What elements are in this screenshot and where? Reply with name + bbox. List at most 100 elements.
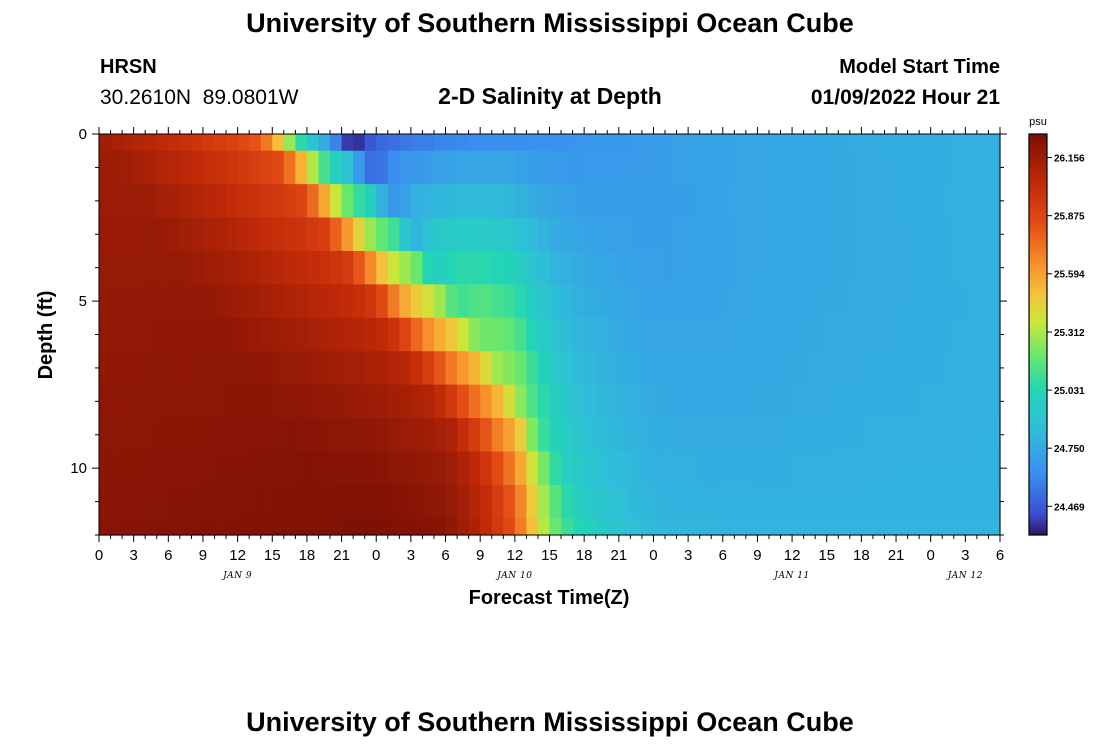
heatmap-cell <box>596 284 608 318</box>
heatmap-cell <box>977 485 989 519</box>
heatmap-cell <box>295 151 307 185</box>
heatmap-cell <box>353 485 365 519</box>
heatmap-cell <box>203 351 215 385</box>
heatmap-cell <box>168 284 180 318</box>
heatmap-cell <box>619 218 631 252</box>
heatmap-cell <box>700 451 712 485</box>
heatmap-cell <box>157 218 169 252</box>
heatmap-cell <box>261 151 273 185</box>
heatmap-cell <box>157 151 169 185</box>
heatmap-cell <box>469 318 481 352</box>
heatmap-cell <box>446 451 458 485</box>
heatmap-cell <box>122 184 134 218</box>
heatmap-cell <box>734 184 746 218</box>
heatmap-cell <box>215 418 227 452</box>
heatmap-cell <box>538 418 550 452</box>
heatmap-cell <box>815 318 827 352</box>
heatmap-cell <box>977 251 989 285</box>
heatmap-cell <box>861 151 873 185</box>
heatmap-cell <box>330 218 342 252</box>
heatmap-cell <box>249 418 261 452</box>
heatmap-cell <box>191 251 203 285</box>
heatmap-cell <box>203 251 215 285</box>
heatmap-cell <box>653 134 665 151</box>
heatmap-cell <box>665 284 677 318</box>
heatmap-cell <box>908 518 920 535</box>
heatmap-cell <box>203 318 215 352</box>
heatmap-cell <box>388 318 400 352</box>
heatmap-cell <box>850 318 862 352</box>
heatmap-cell <box>815 184 827 218</box>
heatmap-cell <box>203 151 215 185</box>
heatmap-cell <box>215 251 227 285</box>
heatmap-cell <box>665 418 677 452</box>
heatmap-cell <box>330 318 342 352</box>
heatmap-cell <box>700 151 712 185</box>
heatmap-cell <box>896 351 908 385</box>
heatmap-cell <box>515 151 527 185</box>
heatmap-cell <box>665 134 677 151</box>
x-tick-label: 18 <box>576 547 593 564</box>
heatmap-cell <box>515 184 527 218</box>
heatmap-cell <box>492 518 504 535</box>
heatmap-cell <box>295 518 307 535</box>
heatmap-cell <box>457 218 469 252</box>
heatmap-cell <box>804 184 816 218</box>
heatmap-cell <box>665 451 677 485</box>
heatmap-cell <box>318 485 330 519</box>
heatmap-cell <box>988 151 1000 185</box>
heatmap-cell <box>746 451 758 485</box>
heatmap-cell <box>965 284 977 318</box>
heatmap-cell <box>734 218 746 252</box>
heatmap-cell <box>700 418 712 452</box>
heatmap-cell <box>503 318 515 352</box>
heatmap-cell <box>769 151 781 185</box>
x-tick-label: 12 <box>507 547 524 564</box>
heatmap-cell <box>388 134 400 151</box>
heatmap-cell <box>422 485 434 519</box>
heatmap-cell <box>376 451 388 485</box>
heatmap-cell <box>180 184 192 218</box>
heatmap-cell <box>330 184 342 218</box>
heatmap-cell <box>145 318 157 352</box>
heatmap-cell <box>596 318 608 352</box>
heatmap-cell <box>942 451 954 485</box>
heatmap-cell <box>677 351 689 385</box>
heatmap-cell <box>365 451 377 485</box>
heatmap-cell <box>342 251 354 285</box>
heatmap-cell <box>896 251 908 285</box>
x-tick-label: 12 <box>229 547 246 564</box>
heatmap-cell <box>757 284 769 318</box>
heatmap-cell <box>861 134 873 151</box>
heatmap-cell <box>399 218 411 252</box>
heatmap-cell <box>457 151 469 185</box>
heatmap-cell <box>457 485 469 519</box>
heatmap-cell <box>342 385 354 419</box>
heatmap-cell <box>700 218 712 252</box>
heatmap-cell <box>238 485 250 519</box>
heatmap-cell <box>665 151 677 185</box>
heatmap-cell <box>908 284 920 318</box>
y-tick-label: 10 <box>70 460 87 477</box>
heatmap-cell <box>630 451 642 485</box>
heatmap-cell <box>399 284 411 318</box>
heatmap-cell <box>781 351 793 385</box>
heatmap-cell <box>365 284 377 318</box>
heatmap-cell <box>376 485 388 519</box>
heatmap-cell <box>249 134 261 151</box>
heatmap-cell <box>723 184 735 218</box>
heatmap-cell <box>873 518 885 535</box>
heatmap-cell <box>908 184 920 218</box>
heatmap-cell <box>330 151 342 185</box>
heatmap-cell <box>353 351 365 385</box>
heatmap-cell <box>873 451 885 485</box>
heatmap-cell <box>365 151 377 185</box>
heatmap-cell <box>145 351 157 385</box>
heatmap-cell <box>584 518 596 535</box>
heatmap-cell <box>191 218 203 252</box>
heatmap-cell <box>492 134 504 151</box>
heatmap-cell <box>434 184 446 218</box>
x-tick-label: 3 <box>961 547 969 564</box>
heatmap-cell <box>272 151 284 185</box>
heatmap-cell <box>988 318 1000 352</box>
